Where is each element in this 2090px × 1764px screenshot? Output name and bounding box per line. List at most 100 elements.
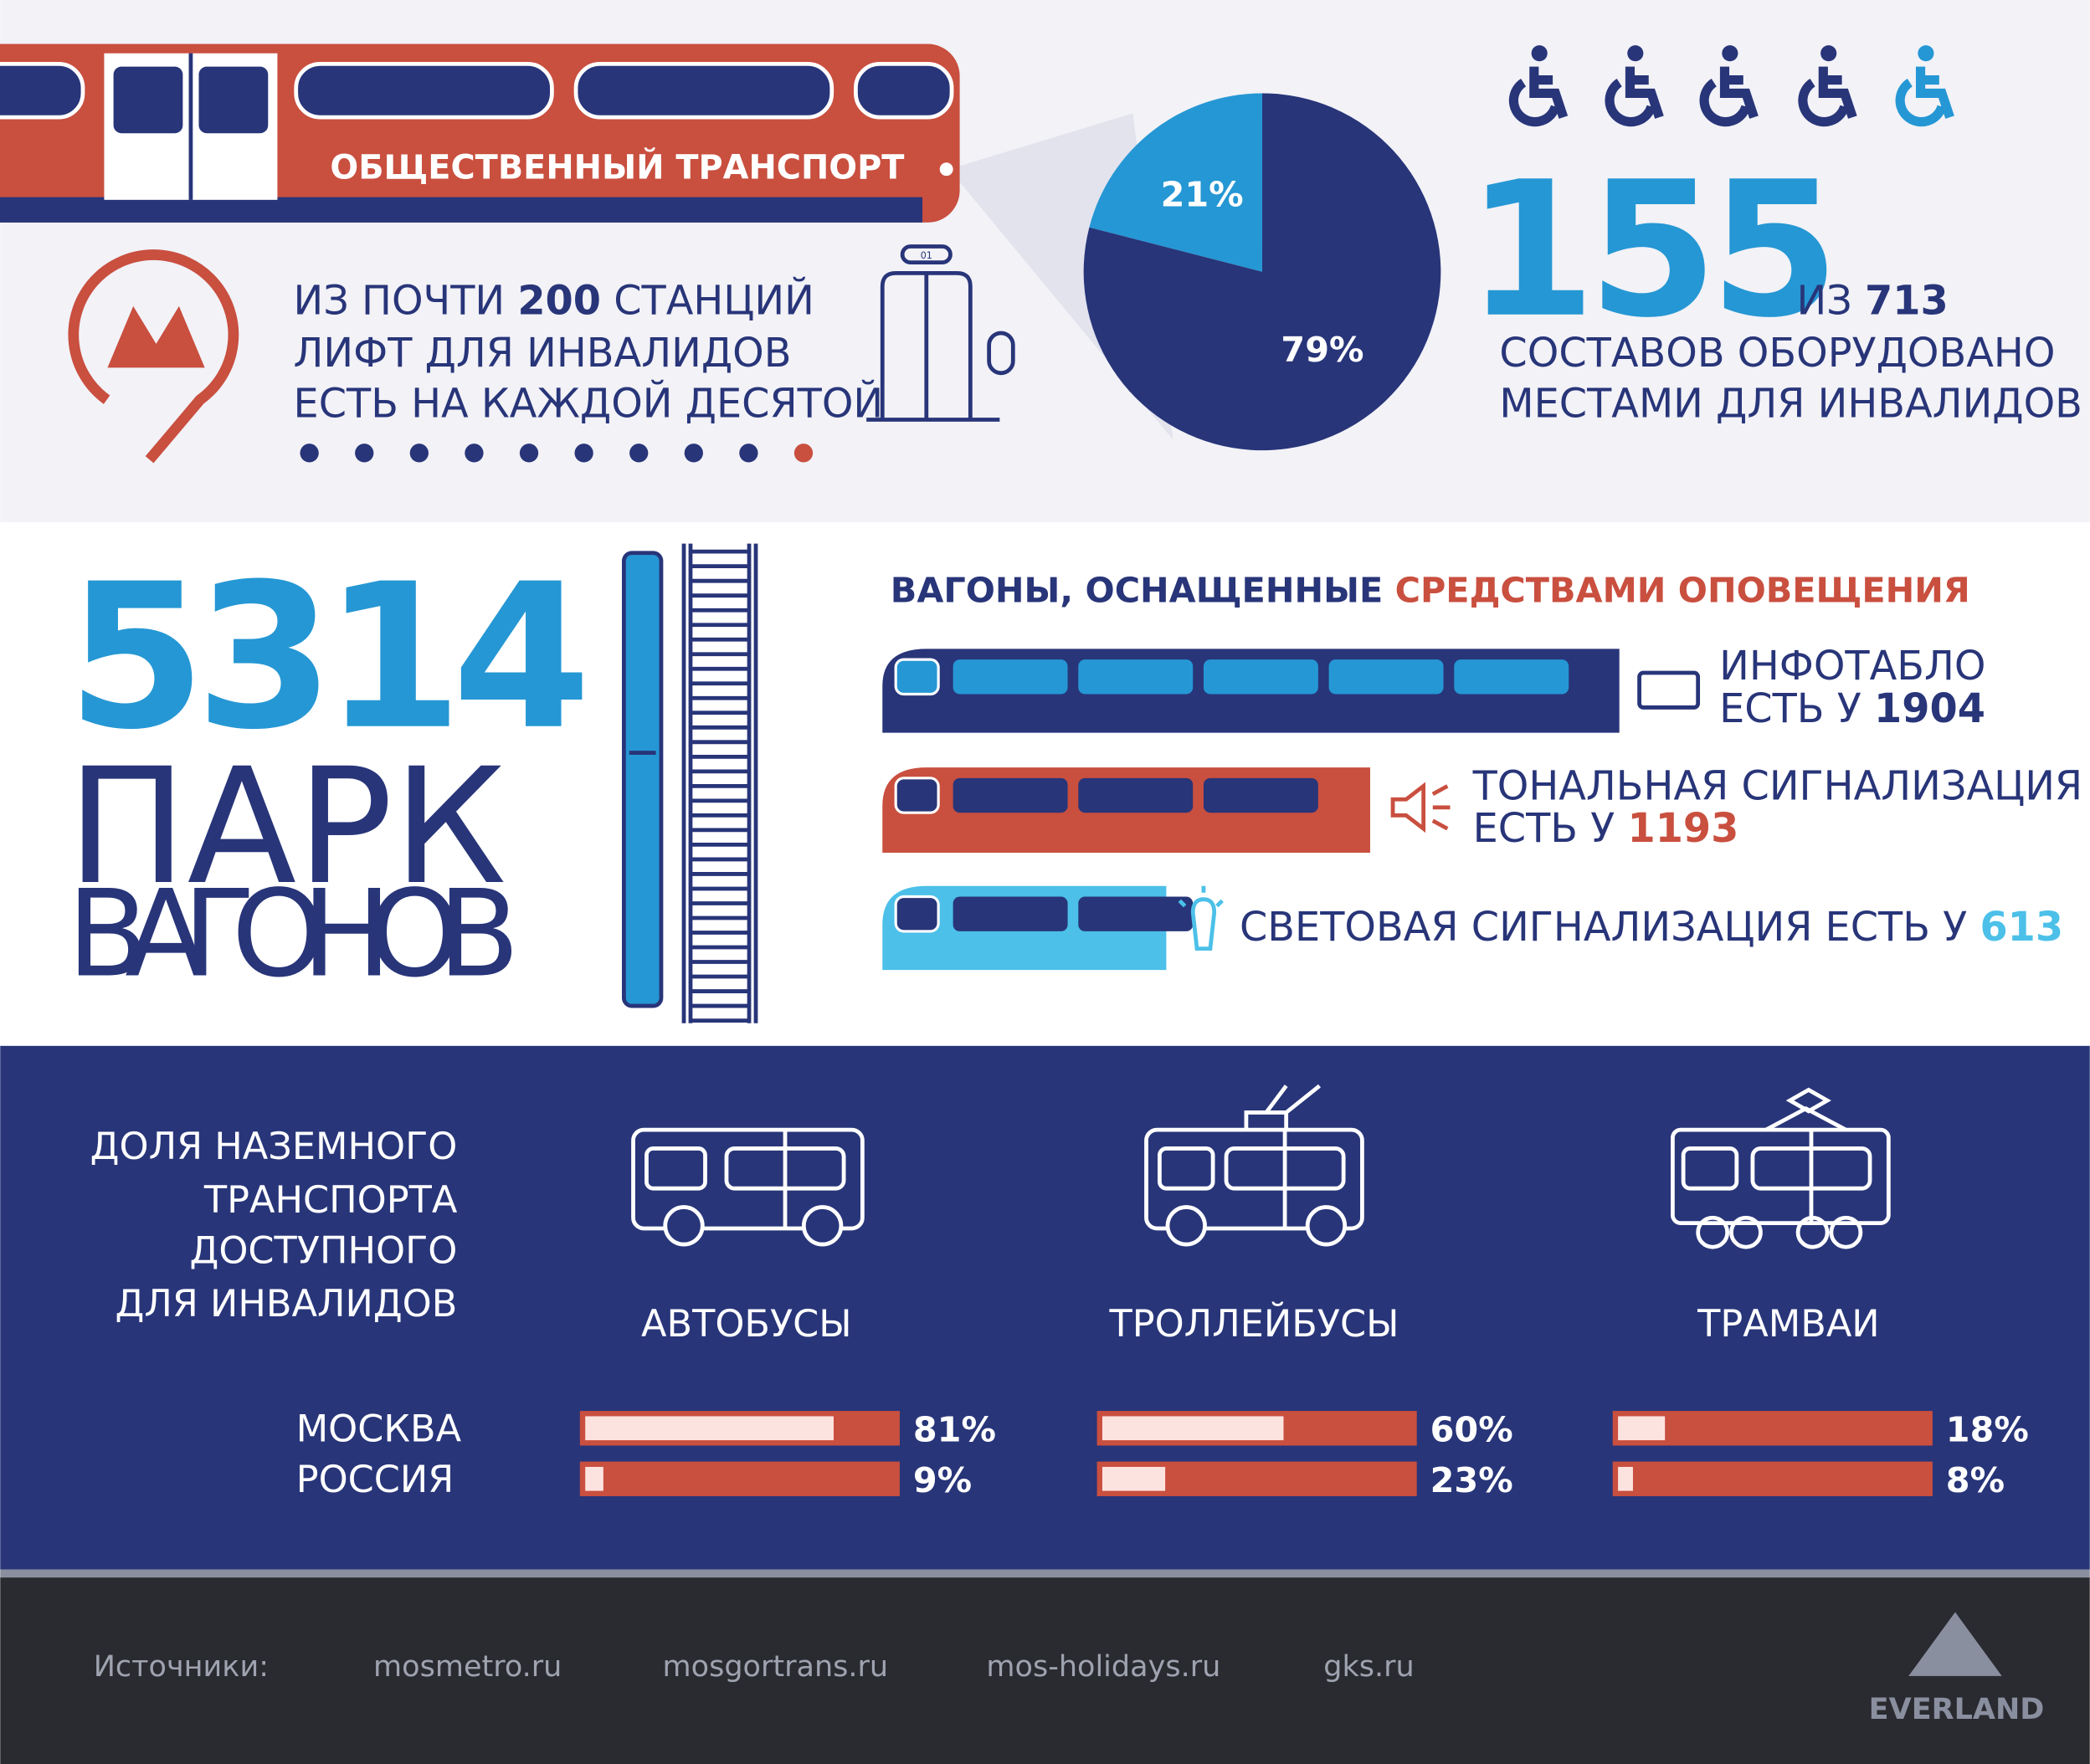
fleet-line: ВАГОНОВ bbox=[67, 864, 520, 1003]
source-link: mos-holidays.ru bbox=[986, 1649, 1220, 1684]
alert-text: ЕСТЬ У bbox=[1719, 686, 1861, 732]
legend-label: МОСКВА bbox=[296, 1408, 462, 1451]
sources-label: Источники: bbox=[94, 1649, 269, 1684]
bar-chart: АВТОБУСЫ ТРОЛЛЕЙБУСЫ ТРАМВАИ МОСКВА 81% 60% 18… bbox=[296, 1301, 2029, 1501]
wheelchair-head bbox=[1531, 45, 1548, 62]
window bbox=[894, 777, 940, 814]
trains-of: ИЗ 713 bbox=[1796, 279, 1948, 325]
bar bbox=[1618, 1466, 1633, 1491]
bar-label: 23% bbox=[1430, 1460, 1513, 1500]
window bbox=[894, 895, 940, 933]
alert-text: ЕСТЬ У 1193 bbox=[1473, 806, 1739, 852]
category-label: АВТОБУСЫ bbox=[641, 1302, 852, 1346]
window bbox=[1078, 777, 1194, 813]
dot bbox=[355, 444, 374, 463]
stations-line: ЕСТЬ НА КАЖДОЙ ДЕСЯТОЙ bbox=[294, 379, 884, 427]
bar bbox=[1101, 1466, 1166, 1491]
wheelchair-body bbox=[1798, 66, 1857, 127]
window bbox=[1328, 659, 1444, 695]
alerts-title-b: СРЕДСТВАМИ ОПОВЕЩЕНИЯ bbox=[1395, 571, 1970, 611]
wheelchair-body bbox=[1605, 66, 1664, 127]
dot bbox=[793, 444, 814, 463]
bar-track bbox=[1612, 1461, 1933, 1496]
dot bbox=[629, 444, 649, 463]
window bbox=[953, 777, 1068, 813]
trains-line: СОСТАВОВ ОБОРУДОВАНО bbox=[1499, 331, 2055, 377]
bar bbox=[585, 1416, 834, 1441]
train-banner: ОБЩЕСТВЕННЫЙ ТРАНСПОРТ bbox=[0, 44, 960, 223]
bar-label: 60% bbox=[1430, 1410, 1513, 1450]
trains-text: ИЗ bbox=[1796, 279, 1851, 325]
stations-line: ЛИФТ ДЛЯ ИНВАЛИДОВ bbox=[294, 331, 792, 377]
alerts-title: ВАГОНЫ, ОСНАЩЕННЫЕ СРЕДСТВАМИ ОПОВЕЩЕНИЯ bbox=[891, 571, 1970, 611]
window bbox=[1203, 659, 1318, 695]
pie-slice bbox=[1089, 93, 1263, 272]
window bbox=[1454, 659, 1569, 695]
source-link: mosmetro.ru bbox=[373, 1649, 562, 1684]
window bbox=[1203, 777, 1318, 813]
bar-label: 81% bbox=[913, 1410, 996, 1450]
logo: EVERLAND bbox=[1869, 1692, 2045, 1726]
logo-mark bbox=[1908, 1612, 2002, 1676]
alert-text: ЕСТЬ У bbox=[1473, 806, 1615, 852]
source-link: mosgortrans.ru bbox=[663, 1649, 889, 1684]
alert-trains bbox=[882, 649, 1701, 971]
legend-label: РОССИЯ bbox=[296, 1458, 454, 1501]
ground-title: ТРАНСПОРТА bbox=[203, 1178, 458, 1222]
divider bbox=[0, 1569, 2090, 1578]
bar-label: 18% bbox=[1946, 1410, 2029, 1450]
dot bbox=[465, 444, 484, 463]
window bbox=[953, 659, 1068, 695]
wheelchair-head bbox=[1918, 45, 1934, 62]
wheelchair-icons bbox=[1508, 45, 1954, 127]
dots bbox=[300, 444, 814, 463]
dot bbox=[684, 444, 703, 463]
bar-label: 9% bbox=[913, 1460, 972, 1500]
trains-count: 155 bbox=[1466, 141, 1832, 359]
bar-track bbox=[579, 1461, 900, 1496]
alert-text: ЕСТЬ У 1904 bbox=[1719, 686, 1985, 732]
alert-value: 1193 bbox=[1627, 806, 1738, 852]
window bbox=[1078, 896, 1194, 931]
stations-text: ИЗ ПОЧТИ bbox=[294, 279, 506, 325]
dot bbox=[409, 444, 429, 463]
fleet-line: ПАРК bbox=[67, 735, 506, 920]
footer-bg bbox=[0, 1577, 2090, 1764]
rail-icon bbox=[621, 543, 758, 1023]
banner-title: ОБЩЕСТВЕННЫЙ ТРАНСПОРТ bbox=[330, 147, 904, 187]
trains-total: 713 bbox=[1865, 279, 1949, 325]
sources: mosmetro.ru mosgortrans.ru mos-holidays.ru… bbox=[373, 1649, 1415, 1684]
dot bbox=[739, 444, 758, 463]
trains-line: МЕСТАМИ ДЛЯ ИНВАЛИДОВ bbox=[1499, 381, 2082, 427]
lift-number: 01 bbox=[921, 250, 932, 261]
bar bbox=[1618, 1416, 1666, 1441]
ground-title: ДОЛЯ НАЗЕМНОГО bbox=[90, 1125, 458, 1168]
dot bbox=[300, 444, 319, 463]
category-label: ТРОЛЛЕЙБУСЫ bbox=[1108, 1301, 1399, 1346]
ground-title: ДОСТУПНОГО bbox=[190, 1228, 458, 1272]
pie-label: 21% bbox=[1161, 174, 1244, 214]
bar bbox=[1101, 1416, 1284, 1441]
wheelchair-body bbox=[1508, 66, 1569, 127]
bar bbox=[585, 1466, 603, 1491]
pie-label: 79% bbox=[1281, 330, 1363, 370]
alert-text: СВЕТОВАЯ СИГНАЛИЗАЦИЯ ЕСТЬ У bbox=[1240, 905, 1967, 951]
alert-value: 613 bbox=[1980, 905, 2063, 951]
pie-slice bbox=[1083, 93, 1441, 451]
alert-text: ИНФОТАБЛО bbox=[1719, 644, 1985, 690]
window bbox=[894, 658, 940, 696]
wheelchair-head bbox=[1820, 45, 1837, 62]
pie: 21% 79% bbox=[1083, 93, 1441, 451]
bar-track bbox=[1612, 1411, 1933, 1446]
alerts-title-a: ВАГОНЫ, ОСНАЩЕННЫЕ bbox=[891, 571, 1383, 611]
wheelchair-head bbox=[1722, 45, 1738, 62]
wheelchair-body bbox=[1699, 66, 1759, 127]
ground-title: ДЛЯ ИНВАЛИДОВ bbox=[116, 1282, 458, 1326]
elevator-icon bbox=[866, 244, 1015, 422]
alert-text: ТОНАЛЬНАЯ СИГНАЛИЗАЦИЯ bbox=[1472, 763, 2083, 809]
dot bbox=[519, 444, 539, 463]
stations-text: СТАНЦИЙ bbox=[614, 277, 814, 325]
window bbox=[1078, 659, 1194, 695]
metro-logo bbox=[68, 249, 239, 464]
